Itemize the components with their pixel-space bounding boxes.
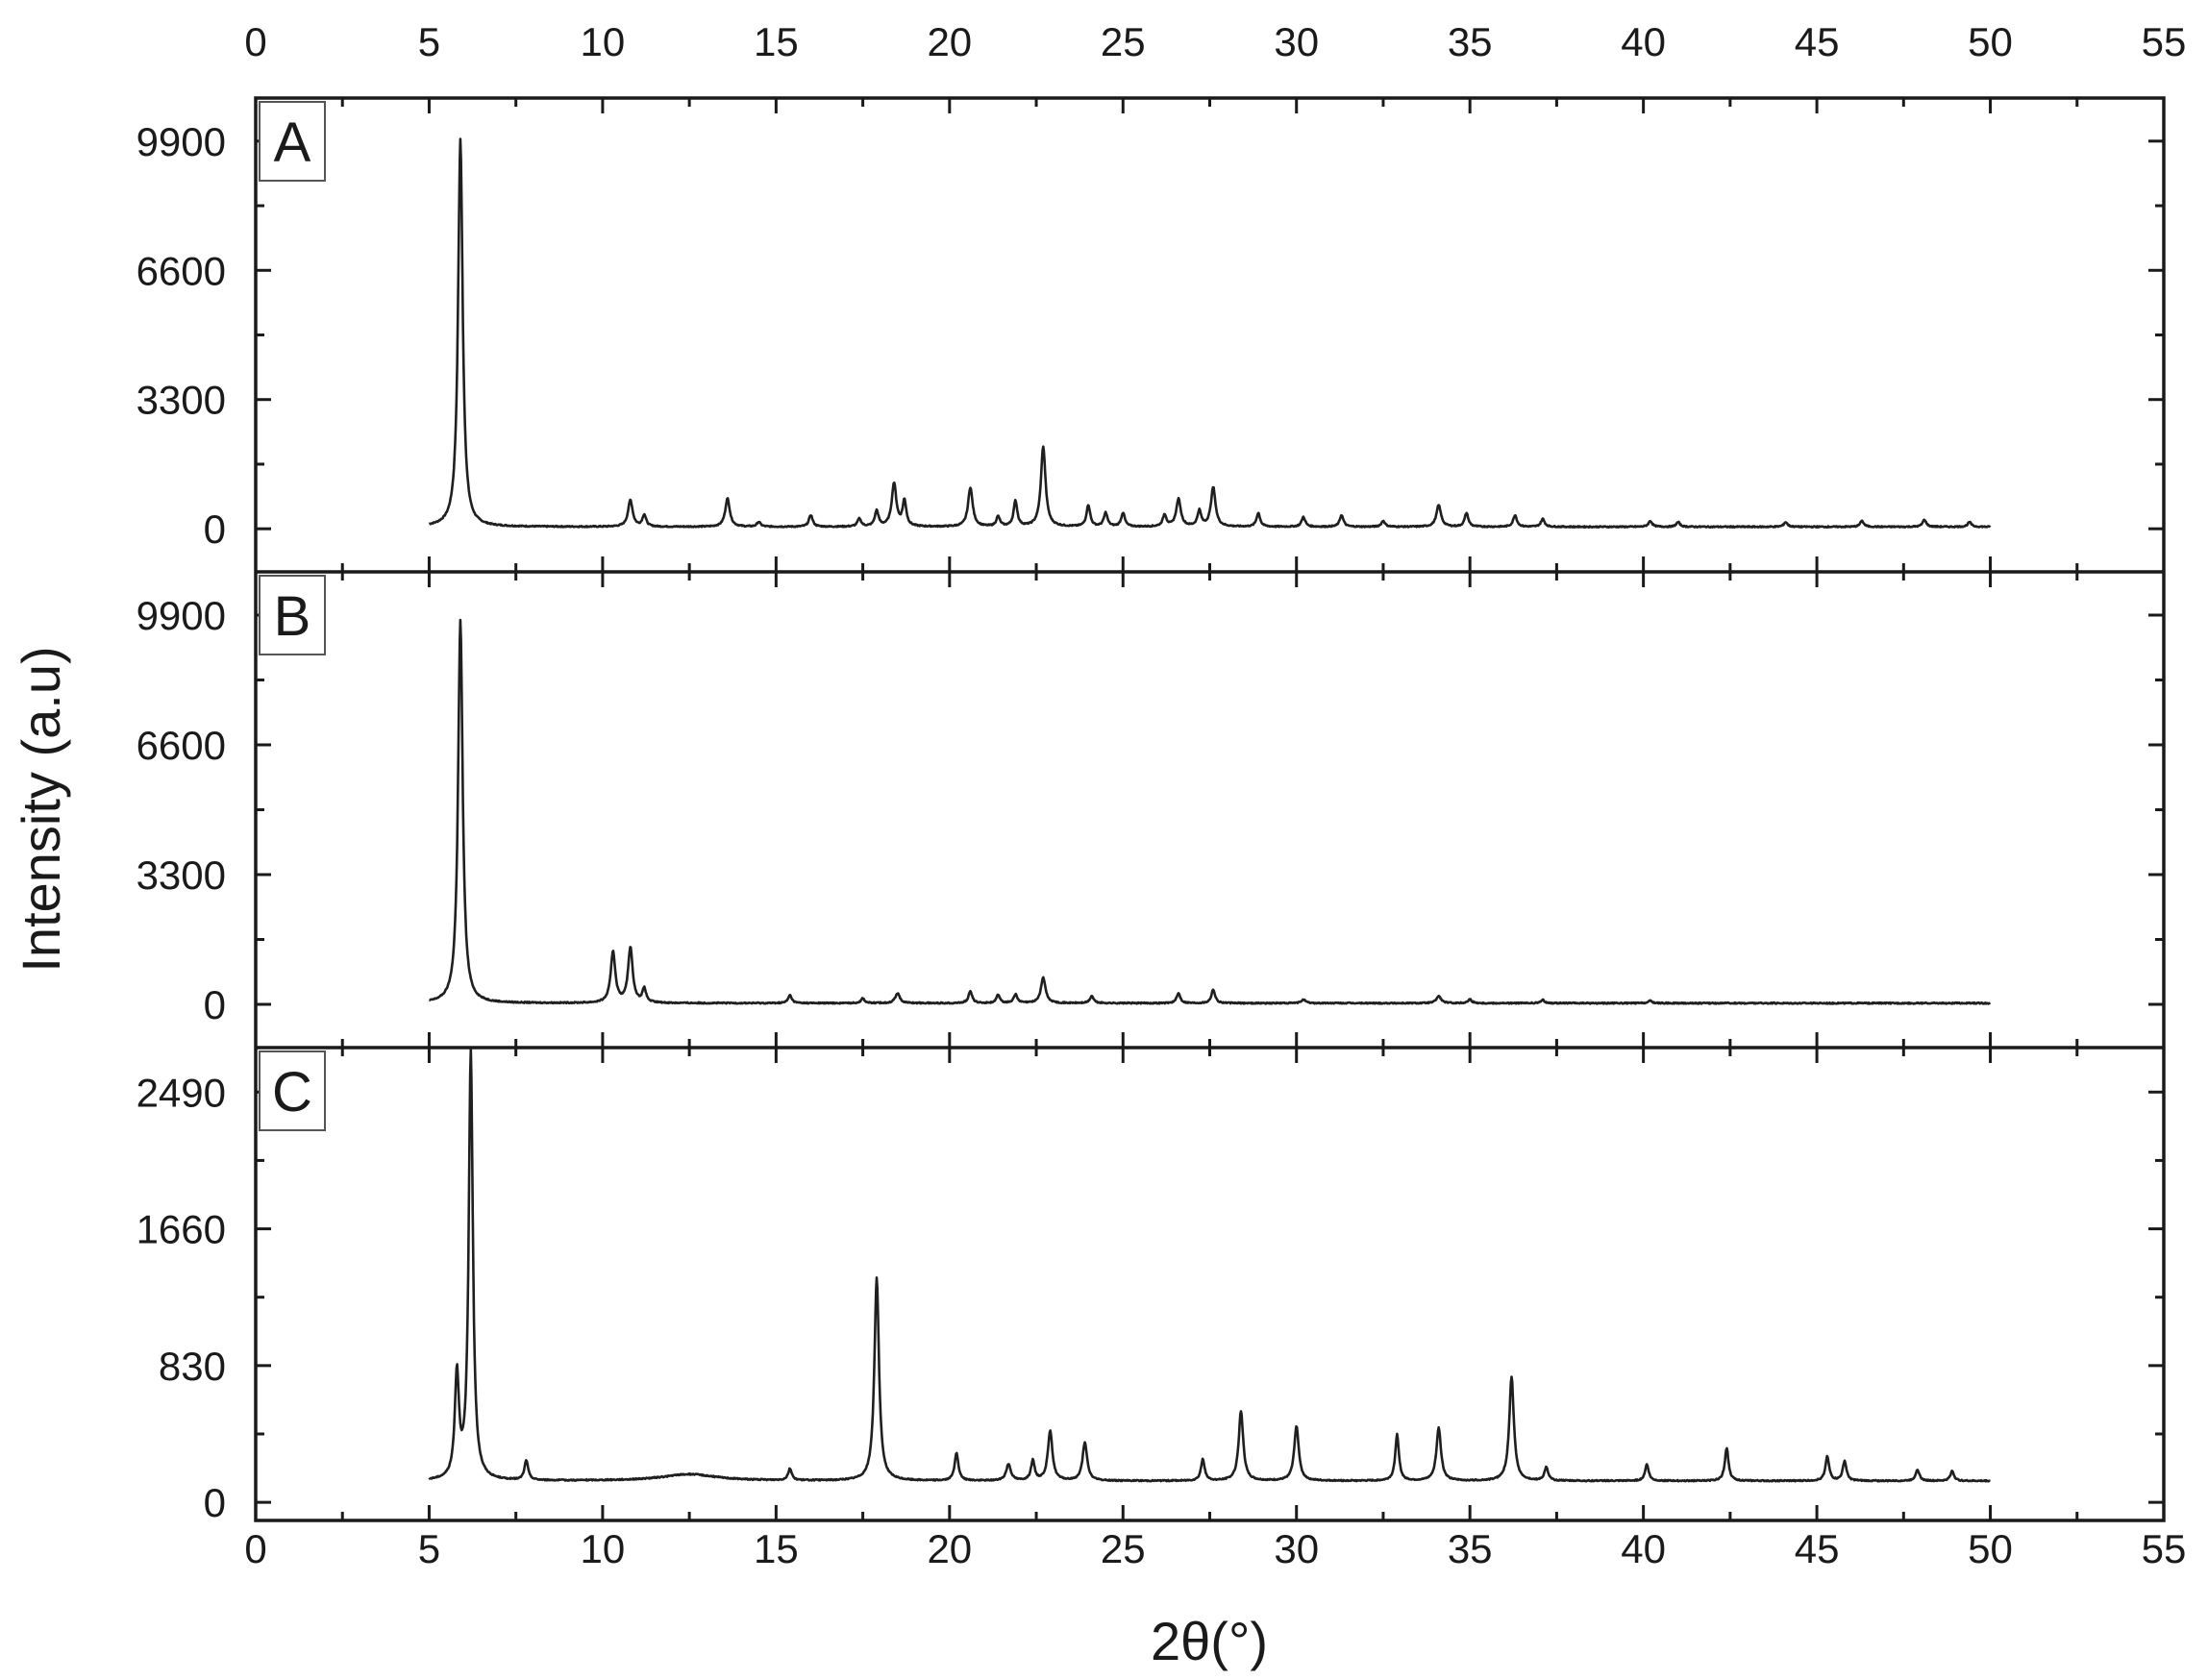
y-tick-label: 830 <box>159 1344 226 1389</box>
y-tick-label: 2490 <box>136 1070 226 1115</box>
x-tick-label-bottom: 0 <box>244 1526 266 1571</box>
x-tick-label-bottom: 10 <box>581 1526 626 1571</box>
panel-label-box <box>259 101 326 182</box>
y-tick-label: 1660 <box>136 1207 226 1252</box>
x-tick-label-top: 55 <box>2142 19 2187 64</box>
ticks-layer <box>254 98 2166 1520</box>
x-tick-label-bottom: 5 <box>418 1526 440 1571</box>
y-tick-label: 6600 <box>136 723 226 768</box>
y-tick-label: 0 <box>204 982 226 1027</box>
x-tick-label-top: 35 <box>1448 19 1493 64</box>
xrd-trace-B <box>428 618 1992 1005</box>
panel-label: A <box>274 111 311 174</box>
y-axis-title: Intensity (a.u) <box>11 646 71 972</box>
y-tick-label: 0 <box>204 1480 226 1525</box>
x-tick-label-bottom: 25 <box>1101 1526 1146 1571</box>
x-tick-label-top: 45 <box>1795 19 1840 64</box>
xrd-trace-A <box>428 137 1992 529</box>
labels-layer: 0055101015152020252530303535404045455050… <box>136 19 2187 1571</box>
x-tick-label-top: 5 <box>418 19 440 64</box>
y-tick-label: 3300 <box>136 378 226 423</box>
x-tick-label-bottom: 30 <box>1274 1526 1319 1571</box>
x-tick-label-bottom: 55 <box>2142 1526 2187 1571</box>
x-tick-label-top: 20 <box>927 19 972 64</box>
y-tick-label: 3300 <box>136 852 226 898</box>
panel-label-box <box>259 1050 326 1131</box>
x-tick-label-top: 40 <box>1621 19 1666 64</box>
y-tick-label: 9900 <box>136 119 226 164</box>
y-tick-label: 0 <box>204 506 226 552</box>
x-tick-label-top: 50 <box>1968 19 2013 64</box>
x-tick-label-bottom: 40 <box>1621 1526 1666 1571</box>
x-tick-label-bottom: 20 <box>927 1526 972 1571</box>
panel-label: B <box>274 585 311 648</box>
x-tick-label-top: 0 <box>244 19 266 64</box>
x-tick-label-bottom: 50 <box>1968 1526 2013 1571</box>
plot-frame <box>254 96 2166 1522</box>
panel-label: C <box>272 1061 312 1124</box>
traces-layer <box>428 137 1992 1483</box>
xrd-trace-C <box>428 1048 1992 1483</box>
x-tick-label-bottom: 45 <box>1795 1526 1840 1571</box>
y-tick-label: 9900 <box>136 593 226 638</box>
x-tick-label-bottom: 35 <box>1448 1526 1493 1571</box>
x-axis-title: 2θ(°) <box>1151 1611 1268 1671</box>
x-tick-label-top: 30 <box>1274 19 1319 64</box>
y-tick-label: 6600 <box>136 248 226 293</box>
x-tick-label-bottom: 15 <box>754 1526 799 1571</box>
x-tick-label-top: 10 <box>581 19 626 64</box>
x-tick-label-top: 15 <box>754 19 799 64</box>
panel-label-box <box>259 575 326 655</box>
x-tick-label-top: 25 <box>1101 19 1146 64</box>
